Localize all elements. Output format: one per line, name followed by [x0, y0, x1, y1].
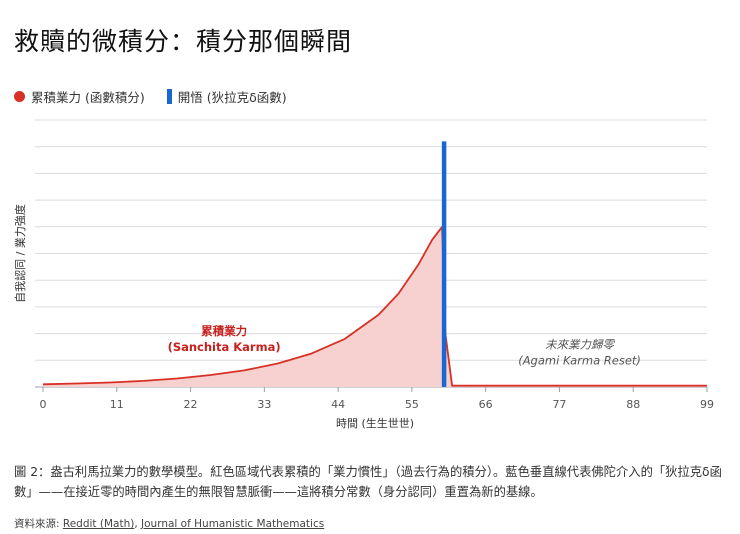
legend-item-enlightenment: 開悟 (狄拉克δ函數): [166, 87, 287, 106]
karma-area: [43, 226, 707, 387]
annotation-subtitle-1: (Agami Karma Reset): [518, 353, 641, 367]
legend-dot-icon: [14, 91, 25, 102]
source-link-reddit[interactable]: Reddit (Math): [62, 518, 135, 530]
source-line: 資料來源: Reddit (Math), Journal of Humanist…: [14, 516, 324, 531]
x-tick-label: 66: [479, 398, 493, 411]
x-tick-label: 44: [331, 398, 345, 411]
source-separator: ,: [134, 518, 142, 530]
annotation-subtitle-0: (Sanchita Karma): [168, 340, 281, 354]
legend-item-karma: 累積業力 (函數積分): [14, 87, 145, 106]
x-tick-label: 88: [626, 398, 640, 411]
y-axis-label: 自我認同 / 業力強度: [13, 204, 27, 303]
x-tick-label: 55: [405, 398, 419, 411]
source-prefix: 資料來源:: [14, 518, 63, 530]
legend-label-enlightenment: 開悟 (狄拉克δ函數): [177, 90, 287, 105]
source-link-journal[interactable]: Journal of Humanistic Mathematics: [141, 518, 325, 530]
x-tick-label: 99: [700, 398, 714, 411]
legend: 累積業力 (函數積分) 開悟 (狄拉克δ函數): [14, 87, 301, 106]
annotation-title-0: 累積業力: [201, 324, 247, 338]
figure-caption: 圖 2：盎古利馬拉業力的數學模型。紅色區域代表累積的「業力慣性」（過去行為的積分…: [14, 465, 722, 499]
chart-plot: 0 11 22 33 44 55 66 77 88 99 時間 (生生世世) 自我認同 / 業力強度累…: [13, 119, 714, 430]
x-tick-label: 22: [184, 398, 198, 411]
chart-title: 救贖的微積分：積分那個瞬間: [14, 27, 353, 56]
legend-label-karma: 累積業力 (函數積分): [31, 90, 145, 105]
x-axis-label: 時間 (生生世世): [336, 416, 414, 430]
karma-line: [42, 225, 707, 387]
x-tick-label: 0: [40, 398, 47, 411]
annotation-title-1: 未來業力歸零: [545, 337, 615, 351]
x-tick-label: 77: [552, 398, 566, 411]
legend-bar-icon: [166, 89, 172, 104]
x-tick-label: 33: [257, 398, 271, 411]
x-tick-label: 11: [110, 398, 124, 411]
